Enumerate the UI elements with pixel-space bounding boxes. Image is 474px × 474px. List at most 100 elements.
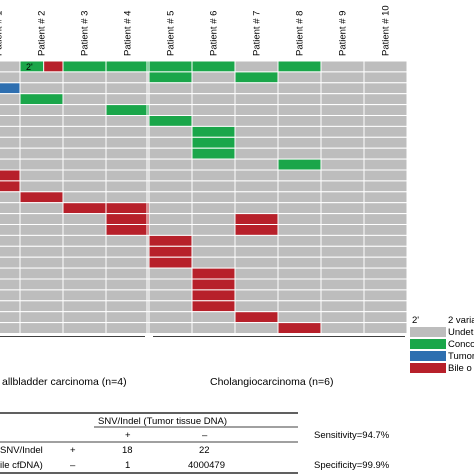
heatmap-cell-r18-c8 bbox=[320, 256, 365, 269]
heatmap-cell-r21-c5 bbox=[191, 289, 236, 302]
table-row-label: SNV/Indel bbox=[0, 445, 43, 456]
heatmap-cell-r9-c5 bbox=[191, 158, 236, 171]
table-cell-neg-neg: 4000479 bbox=[188, 460, 225, 471]
heatmap-cell-r20-c8 bbox=[320, 278, 365, 291]
heatmap-cell-r15-c9 bbox=[363, 224, 408, 236]
table-cell-pos-neg: 22 bbox=[199, 445, 210, 456]
heatmap-cell-r23-c6 bbox=[234, 311, 279, 324]
heatmap-cell-r15-c4 bbox=[148, 224, 193, 236]
heatmap-cell-r6-c0 bbox=[0, 125, 21, 138]
heatmap-cell-r23-c9 bbox=[363, 311, 408, 324]
heatmap-cell-r1-c5 bbox=[191, 71, 236, 84]
heatmap-cell-r21-c9 bbox=[363, 289, 408, 302]
heatmap-cell-r18-c7 bbox=[277, 256, 322, 269]
heatmap-cell-r22-c6 bbox=[234, 300, 279, 313]
heatmap-cell-r15-c8 bbox=[320, 224, 365, 236]
table-cell-pos-pos: 18 bbox=[122, 445, 133, 456]
heatmap-cell-r14-c1 bbox=[19, 213, 64, 226]
heatmap-cell-r1-c4 bbox=[148, 71, 193, 84]
heatmap-cell-r12-c6 bbox=[234, 191, 279, 204]
heatmap-cell-r8-c0 bbox=[0, 147, 21, 160]
heatmap-cell-r20-c7 bbox=[277, 278, 322, 291]
heatmap-cell-r10-c1 bbox=[19, 169, 64, 182]
heatmap-cell-r3-c7 bbox=[277, 93, 322, 106]
heatmap-cell-r16-c7 bbox=[277, 234, 322, 247]
heatmap-cell-r6-c2 bbox=[62, 125, 107, 138]
heatmap-cell-r22-c4 bbox=[148, 300, 193, 313]
heatmap-cell-r3-c0 bbox=[0, 93, 21, 106]
heatmap-cell-r7-c0 bbox=[0, 136, 21, 149]
heatmap-cell-r24-c5 bbox=[191, 322, 236, 335]
heatmap-cell-r2-c3 bbox=[105, 82, 150, 95]
heatmap-cell-r6-c6 bbox=[234, 125, 279, 138]
patient-labels: Patient # 1 Patient # 2 Patient # 3 Patient… bbox=[0, 5, 392, 56]
heatmap-cell-r11-c5 bbox=[191, 180, 236, 193]
heatmap-cell-r7-c9 bbox=[363, 136, 408, 149]
heatmap-cell-r8-c5 bbox=[191, 147, 236, 160]
heatmap-cell-r19-c9 bbox=[363, 267, 408, 280]
group-label-gallbladder: allbladder carcinoma (n=4) bbox=[2, 376, 127, 388]
group-brackets bbox=[0, 61, 405, 337]
heatmap-cell-r13-c4 bbox=[148, 202, 193, 215]
heatmap-cell-r19-c7 bbox=[277, 267, 322, 280]
table-col-sign-neg: – bbox=[202, 430, 208, 441]
heatmap-cell-r19-c6 bbox=[234, 267, 279, 280]
heatmap-cell-r9-c2 bbox=[62, 158, 107, 171]
table-row-sign-neg: – bbox=[70, 460, 76, 471]
heatmap-cell-r1-c8 bbox=[320, 71, 365, 84]
heatmap-cell-r15-c1 bbox=[19, 224, 64, 236]
heatmap-cell-r5-c8 bbox=[320, 115, 365, 127]
heatmap-cell-r11-c3 bbox=[105, 180, 150, 193]
heatmap-cell-r2-c5 bbox=[191, 82, 236, 95]
heatmap-cell-r4-c1 bbox=[19, 104, 64, 116]
heatmap-cell-r22-c0 bbox=[0, 300, 21, 313]
heatmap-cell-r12-c9 bbox=[363, 191, 408, 204]
heatmap-cell-r1-c9 bbox=[363, 71, 408, 84]
heatmap-cell-r4-c6 bbox=[234, 104, 279, 116]
heatmap-cell-r4-c2 bbox=[62, 104, 107, 116]
heatmap-cell-r12-c7 bbox=[277, 191, 322, 204]
summary-table: SNV/Indel (Tumor tissue DNA) + – SNV/Ind… bbox=[0, 412, 300, 474]
heatmap-cell-r14-c2 bbox=[62, 213, 107, 226]
heatmap-cell-r11-c8 bbox=[320, 180, 365, 193]
legend-swatch-concordant bbox=[410, 339, 446, 349]
heatmap-cell-r7-c4 bbox=[148, 136, 193, 149]
table-cell-neg-pos: 1 bbox=[125, 460, 131, 471]
heatmap-cell-r10-c2 bbox=[62, 169, 107, 182]
table-header: SNV/Indel (Tumor tissue DNA) bbox=[98, 416, 227, 427]
heatmap-cell-r7-c1 bbox=[19, 136, 64, 149]
heatmap-cell-r22-c8 bbox=[320, 300, 365, 313]
heatmap-cell-r14-c7 bbox=[277, 213, 322, 226]
heatmap-cell-r18-c6 bbox=[234, 256, 279, 269]
heatmap-cell-r2-c0 bbox=[0, 82, 21, 95]
heatmap-cell-r5-c4 bbox=[148, 115, 193, 127]
heatmap-cell-r16-c9 bbox=[363, 234, 408, 247]
patient-label-7: Patient # 7 bbox=[252, 11, 263, 56]
heatmap-cell-r15-c3 bbox=[105, 224, 150, 236]
heatmap-cell-r2-c1 bbox=[19, 82, 64, 95]
heatmap-cell-r8-c4 bbox=[148, 147, 193, 160]
table-row-label-2: ile cfDNA) bbox=[0, 460, 43, 471]
heatmap-cell-r16-c1 bbox=[19, 234, 64, 247]
heatmap-cell-r9-c7 bbox=[277, 158, 322, 171]
heatmap-cell-r21-c4 bbox=[148, 289, 193, 302]
legend-label-two_variants: 2 varia bbox=[448, 315, 474, 326]
heatmap-cell-r9-c6 bbox=[234, 158, 279, 171]
patient-label-9: Patient # 9 bbox=[338, 11, 349, 56]
heatmap-cell-r22-c7 bbox=[277, 300, 322, 313]
heatmap-cell-r7-c5 bbox=[191, 136, 236, 149]
patient-label-2: Patient # 2 bbox=[37, 11, 48, 56]
heatmap-cell-r24-c2 bbox=[62, 322, 107, 335]
heatmap-cell-r12-c0 bbox=[0, 191, 21, 204]
heatmap-cell-r8-c3 bbox=[105, 147, 150, 160]
heatmap-cell-r14-c3 bbox=[105, 213, 150, 226]
heatmap-cell-r7-c2 bbox=[62, 136, 107, 149]
heatmap-cell-r18-c4 bbox=[148, 256, 193, 269]
heatmap-cell-r8-c9 bbox=[363, 147, 408, 160]
heatmap-cell-r23-c8 bbox=[320, 311, 365, 324]
heatmap-cell-r22-c2 bbox=[62, 300, 107, 313]
heatmap-cell-r16-c6 bbox=[234, 234, 279, 247]
heatmap-cell-r6-c8 bbox=[320, 125, 365, 138]
heatmap-cell-r11-c7 bbox=[277, 180, 322, 193]
heatmap-cell-r12-c1 bbox=[19, 191, 64, 204]
